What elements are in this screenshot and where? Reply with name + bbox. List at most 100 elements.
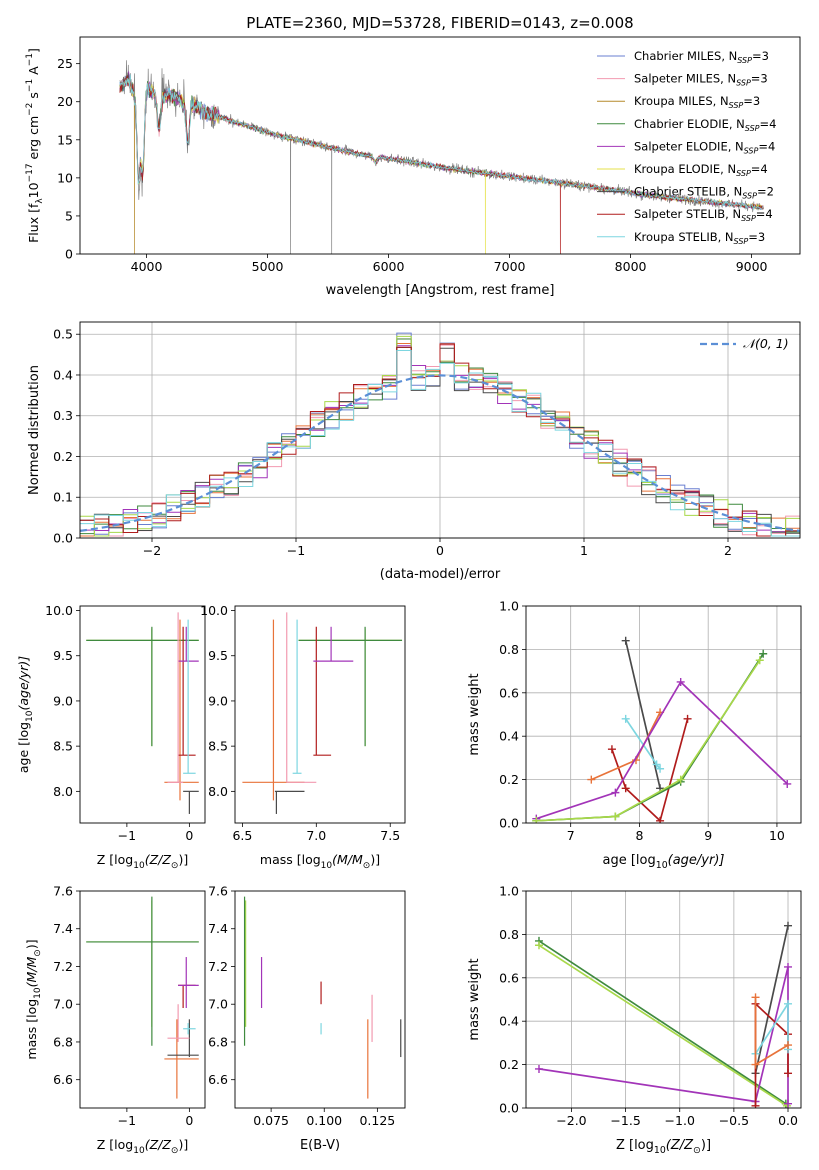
y-tick-label: 0.2 — [53, 449, 73, 464]
y-tick-label: 7.4 — [53, 921, 73, 936]
weight-marker — [676, 775, 685, 784]
weight-marker — [534, 941, 543, 950]
y-tick-label: 9.5 — [53, 648, 73, 663]
y-tick-label: 0.2 — [499, 772, 519, 787]
x-tick-label: 0.075 — [253, 1113, 289, 1128]
y-tick-label: 5 — [65, 208, 73, 223]
y-axis-label: mass weight — [467, 958, 482, 1040]
weight-marker — [784, 921, 793, 930]
legend-label: Chabrier MILES, NSSP=3 — [634, 49, 769, 65]
weight-marker — [683, 714, 692, 723]
weight-marker — [621, 636, 630, 645]
weight-marker — [611, 788, 620, 797]
x-tick-label: 0 — [436, 543, 444, 558]
weight-marker — [652, 760, 661, 769]
y-tick-label: 7.4 — [208, 921, 228, 936]
x-axis-label: E(B-V) — [300, 1138, 340, 1153]
axes-frame — [525, 890, 802, 1109]
x-axis-label: wavelength [Angstrom, rest frame] — [326, 283, 555, 298]
y-tick-label: 0.3 — [53, 408, 73, 423]
weight-line — [754, 925, 789, 1074]
axes-frame — [79, 605, 206, 824]
age-vs-mass-panel: 6.5 7.0 7.5 8.0 8.5 9.0 9.5 10.0 mass [log10(M/M… — [200, 603, 406, 871]
weight-marker — [611, 812, 620, 821]
x-tick-label: −1 — [118, 828, 136, 843]
weight-vs-z-panel: −2.0 −1.5 −1.0 −0.5 0.0 0.0 0.2 0.4 0.6 0.8 1.0 mas… — [467, 884, 802, 1156]
weight-marker — [621, 784, 630, 793]
axes-frame — [234, 890, 406, 1109]
x-tick-label: 0 — [185, 1113, 193, 1128]
axes-frame — [79, 321, 801, 539]
y-tick-label: 6.6 — [53, 1072, 73, 1087]
y-tick-label: 0.6 — [499, 970, 519, 985]
plot-area — [534, 921, 793, 1108]
y-tick-label: 7.0 — [208, 997, 228, 1012]
x-tick-label: −0.5 — [719, 1113, 749, 1128]
weight-line — [538, 944, 788, 1107]
legend-label: Kroupa STELIB, NSSP=3 — [634, 230, 765, 246]
residual-histogram-step — [80, 338, 800, 537]
legend-label: Chabrier ELODIE, NSSP=4 — [634, 117, 776, 133]
normal-curve-line — [80, 374, 800, 532]
y-tick-label: 0.8 — [499, 642, 519, 657]
plot-area — [86, 896, 199, 1099]
weight-line — [536, 659, 761, 822]
legend-label: Salpeter STELIB, NSSP=4 — [634, 207, 773, 223]
x-tick-label: 6.5 — [232, 828, 252, 843]
weight-marker — [534, 1064, 543, 1073]
residuals-panel: −2 −1 0 1 2 0.0 0.1 0.2 0.3 0.4 0.5 𝒩(0, 1) (data-mo… — [27, 321, 801, 582]
legend-label: Salpeter ELODIE, NSSP=4 — [634, 139, 775, 155]
x-tick-label: −1.5 — [610, 1113, 640, 1128]
x-tick-label: 7.5 — [380, 828, 400, 843]
y-tick-label: 7.0 — [53, 997, 73, 1012]
legend-label: Chabrier STELIB, NSSP=2 — [634, 185, 774, 201]
data-spectrum-line — [119, 60, 764, 254]
y-tick-label: 8.5 — [53, 739, 73, 754]
y-tick-label: 10.0 — [200, 603, 228, 618]
weight-marker — [783, 779, 792, 788]
y-tick-label: 6.8 — [53, 1034, 73, 1049]
y-axis-label: mass weight — [467, 673, 482, 755]
y-tick-label: 0 — [65, 247, 73, 262]
y-tick-label: 0.0 — [499, 1101, 519, 1116]
y-tick-label: 1.0 — [499, 599, 519, 614]
y-tick-label: 25 — [57, 56, 73, 71]
x-tick-label: 8000 — [615, 259, 647, 274]
y-tick-label: 6.8 — [208, 1034, 228, 1049]
weight-marker — [784, 1041, 793, 1050]
y-axis-label: age [log10(age/yr)] — [16, 656, 35, 773]
age-vs-z-panel: −1 0 8.0 8.5 9.0 9.5 10.0 Z [log10(Z/Z⊙)] age [l… — [16, 603, 206, 871]
plot-area — [86, 612, 199, 814]
x-tick-label: −1.0 — [665, 1113, 695, 1128]
axes-frame — [79, 36, 801, 255]
y-tick-label: 0.6 — [499, 685, 519, 700]
y-tick-label: 0.2 — [499, 1057, 519, 1072]
weight-marker — [784, 1099, 793, 1108]
weight-marker — [751, 993, 760, 1002]
x-tick-label: 0.125 — [359, 1113, 395, 1128]
y-tick-label: 15 — [57, 132, 73, 147]
x-tick-label: −2.0 — [556, 1113, 586, 1128]
x-tick-label: 6000 — [373, 259, 405, 274]
weight-marker — [621, 714, 630, 723]
axes-frame — [525, 605, 802, 824]
x-tick-label: 9000 — [736, 259, 768, 274]
weight-marker — [656, 816, 665, 823]
weight-line — [624, 640, 661, 789]
y-tick-label: 7.2 — [208, 959, 228, 974]
x-axis-label: (data-model)/error — [380, 567, 501, 582]
y-tick-label: 0.8 — [499, 927, 519, 942]
spectrum-panel: 4000 5000 6000 7000 8000 9000 0 5 10 15 20 25 Chabri… — [25, 36, 801, 298]
y-tick-label: 8.0 — [53, 784, 73, 799]
x-tick-label: 1 — [580, 543, 588, 558]
x-tick-label: 7.0 — [306, 828, 326, 843]
y-tick-label: 0.4 — [53, 367, 73, 382]
y-tick-label: 7.2 — [53, 959, 73, 974]
weight-marker — [759, 649, 768, 658]
weight-marker — [656, 764, 665, 773]
x-tick-label: 2 — [724, 543, 732, 558]
legend-label: Kroupa ELODIE, NSSP=4 — [634, 162, 768, 178]
x-tick-label: −2 — [143, 543, 161, 558]
weight-line — [538, 940, 787, 1105]
